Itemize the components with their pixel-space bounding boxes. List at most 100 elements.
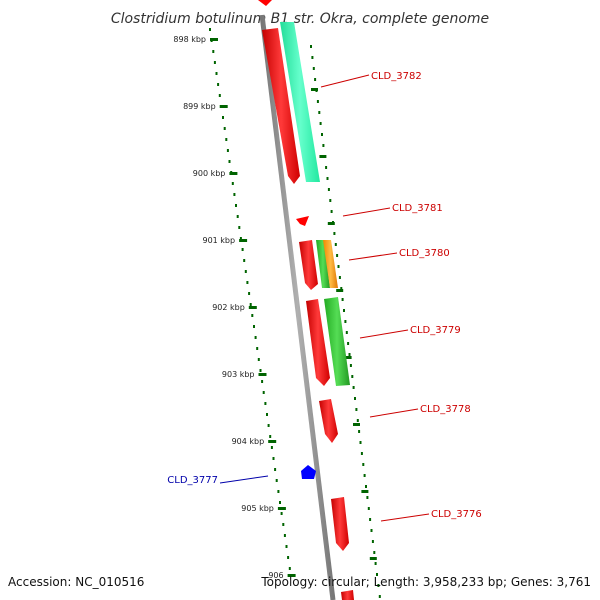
label-leader-line bbox=[369, 408, 419, 418]
major-tick bbox=[277, 507, 286, 510]
cds-arrow[interactable] bbox=[319, 399, 338, 443]
track-dot bbox=[262, 391, 265, 394]
gene-label[interactable]: CLD_3776 bbox=[431, 509, 482, 520]
track-dot bbox=[235, 204, 237, 207]
track-dot bbox=[319, 122, 322, 125]
cds-arrow[interactable] bbox=[316, 240, 330, 288]
track-dot bbox=[264, 402, 267, 405]
track-dot bbox=[257, 358, 260, 361]
track-dot bbox=[279, 501, 281, 504]
track-dot bbox=[220, 105, 223, 108]
track-dot bbox=[345, 331, 348, 334]
track-dot bbox=[259, 369, 262, 372]
track-dot bbox=[334, 243, 337, 246]
track-dot bbox=[274, 468, 277, 471]
cds-arrow[interactable] bbox=[262, 28, 300, 184]
cds-arrow[interactable] bbox=[299, 240, 318, 290]
track-dot bbox=[254, 336, 257, 339]
track-dot bbox=[366, 496, 369, 499]
track-dot bbox=[362, 463, 365, 466]
gene-label[interactable]: CLD_3777 bbox=[167, 475, 218, 486]
track-dot bbox=[275, 479, 278, 482]
track-dot bbox=[267, 424, 270, 427]
track-dot bbox=[312, 67, 315, 70]
track-dot bbox=[322, 144, 325, 147]
feature-track bbox=[258, 0, 354, 600]
outer-major-tick bbox=[344, 356, 352, 359]
label-leader-line bbox=[219, 475, 269, 484]
reverse-feature[interactable] bbox=[301, 465, 316, 479]
track-dot bbox=[210, 39, 213, 42]
tick-label: 904 kbp bbox=[232, 437, 265, 446]
outer-major-tick bbox=[361, 490, 369, 493]
gene-label[interactable]: CLD_3780 bbox=[399, 248, 450, 259]
track-dot bbox=[352, 386, 355, 389]
track-dot bbox=[348, 353, 351, 356]
track-dot bbox=[285, 545, 288, 548]
cds-arrow[interactable] bbox=[331, 497, 349, 551]
track-dot bbox=[325, 166, 328, 169]
track-dot bbox=[212, 50, 215, 53]
gene-label[interactable]: CLD_3782 bbox=[371, 71, 422, 82]
tick-label: 898 kbp bbox=[173, 35, 206, 44]
track-dot bbox=[261, 380, 264, 383]
gene-label[interactable]: CLD_3779 bbox=[410, 325, 461, 336]
track-dot bbox=[246, 281, 249, 284]
cds-arrow[interactable] bbox=[258, 0, 272, 6]
major-tick bbox=[210, 38, 218, 41]
tick-label: 905 kbp bbox=[241, 504, 274, 513]
tick-label: 906 bbox=[268, 571, 283, 580]
cds-arrow[interactable] bbox=[324, 297, 350, 386]
genome-summary: Topology: circular; Length: 3,958,233 bp… bbox=[260, 575, 591, 589]
track-dot bbox=[377, 584, 380, 587]
track-dot bbox=[351, 375, 354, 378]
major-tick bbox=[219, 105, 228, 108]
track-dot bbox=[355, 408, 358, 411]
track-dot bbox=[359, 441, 362, 444]
track-dot bbox=[311, 56, 314, 59]
track-dot bbox=[374, 562, 377, 565]
outer-major-tick bbox=[319, 155, 327, 158]
major-tick bbox=[248, 306, 257, 309]
gene-label[interactable]: CLD_3778 bbox=[420, 404, 471, 415]
track-dot bbox=[213, 61, 216, 64]
tick-label: 899 kbp bbox=[183, 102, 216, 111]
gene-label[interactable]: CLD_3781 bbox=[392, 203, 443, 214]
major-tick bbox=[268, 440, 277, 443]
major-tick bbox=[229, 172, 238, 175]
track-dot bbox=[367, 507, 370, 510]
cds-arrow[interactable] bbox=[323, 240, 338, 288]
track-dot bbox=[326, 177, 329, 180]
track-dot bbox=[236, 215, 239, 218]
track-dot bbox=[241, 248, 244, 251]
cds-arrow[interactable] bbox=[341, 590, 354, 600]
track-dot bbox=[332, 221, 334, 224]
track-dot bbox=[369, 518, 372, 521]
cds-arrow[interactable] bbox=[296, 216, 309, 226]
track-dot bbox=[249, 303, 252, 306]
track-dot bbox=[239, 237, 242, 240]
track-dot bbox=[270, 446, 273, 449]
track-dot bbox=[337, 265, 340, 268]
track-dot bbox=[349, 364, 352, 367]
track-dot bbox=[226, 149, 229, 152]
cds-arrow[interactable] bbox=[280, 22, 320, 182]
track-dot bbox=[365, 485, 367, 488]
track-dot bbox=[363, 474, 366, 477]
track-dot bbox=[338, 276, 341, 279]
track-dot bbox=[343, 309, 345, 312]
track-dot bbox=[356, 419, 359, 422]
track-dot bbox=[315, 89, 318, 92]
cds-arrow[interactable] bbox=[306, 299, 330, 386]
track-dot bbox=[314, 78, 317, 81]
track-dot bbox=[344, 320, 347, 323]
track-dot bbox=[376, 573, 378, 576]
scale-ticks: 898 kbp 899 kbp 900 kbp 901 kbp 902 kbp 903 k… bbox=[173, 35, 377, 580]
track-dot bbox=[282, 523, 285, 526]
tick-label: 900 kbp bbox=[193, 169, 226, 178]
track-dot bbox=[333, 232, 336, 235]
track-dot bbox=[354, 397, 356, 400]
track-dot bbox=[228, 160, 231, 163]
tick-track bbox=[209, 28, 291, 570]
